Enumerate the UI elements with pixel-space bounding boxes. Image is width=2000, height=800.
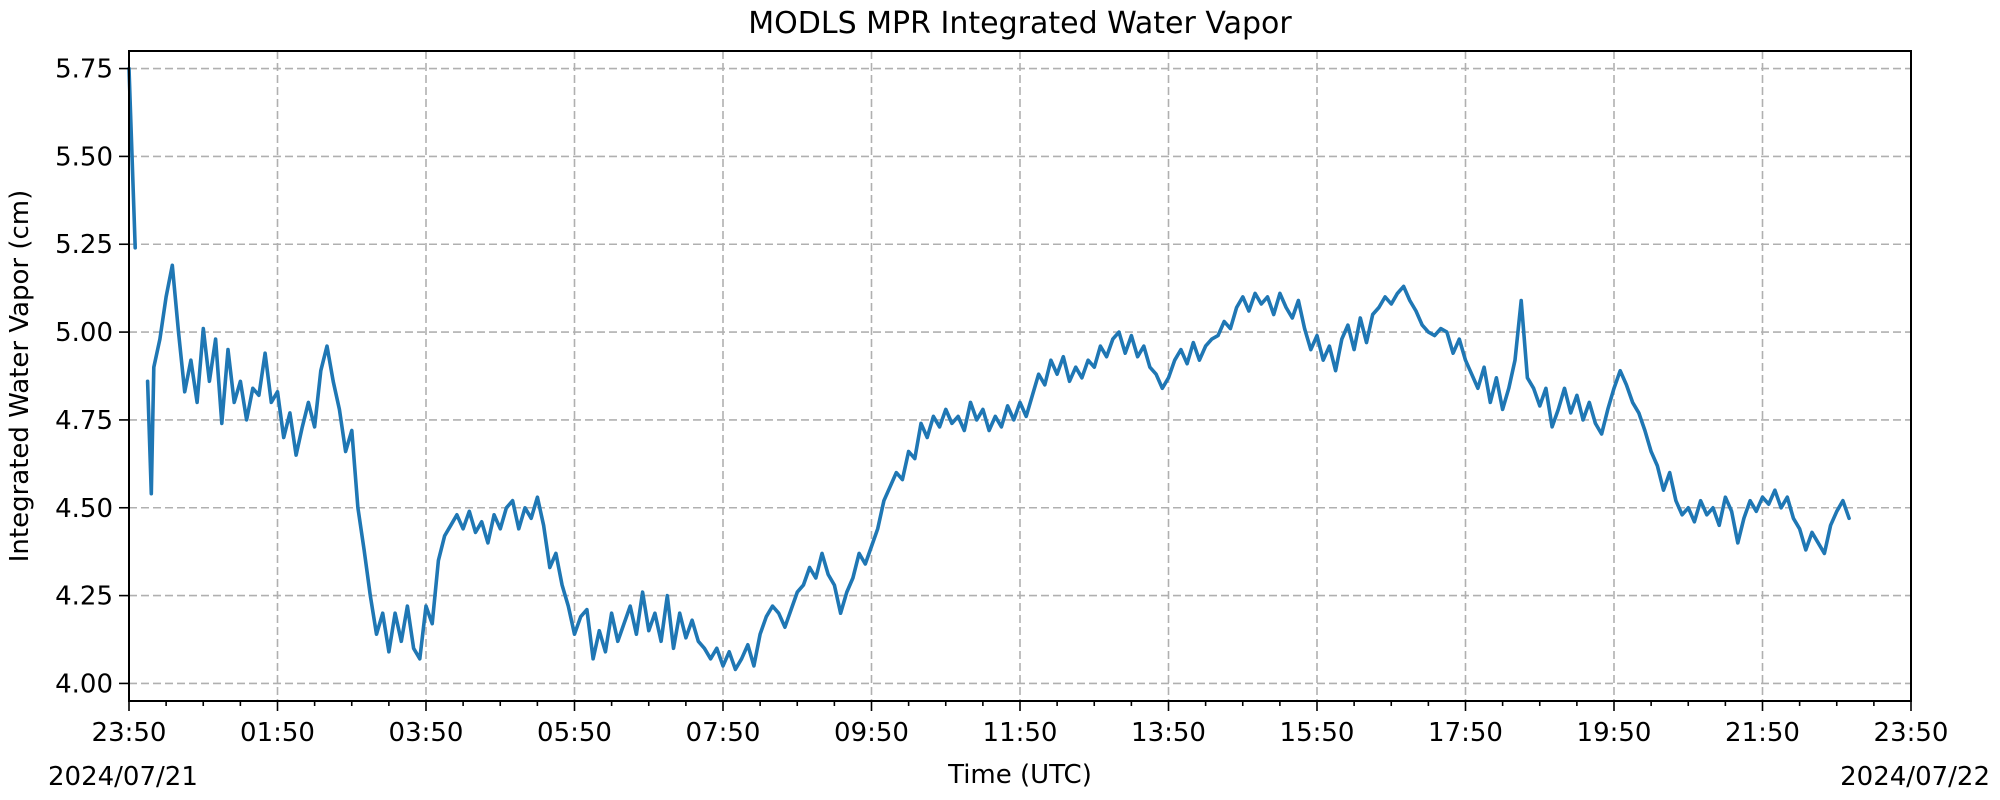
x-tick-label: 19:50 [1577, 718, 1652, 748]
x-tick-label: 21:50 [1725, 718, 1800, 748]
y-axis: 4.00 4.25 4.50 4.75 5.00 5.25 5.50 5.75 [55, 55, 129, 699]
y-tick-label: 5.50 [55, 142, 113, 172]
y-tick-label: 4.50 [55, 494, 113, 524]
y-tick-label: 4.00 [55, 669, 113, 699]
x-tick-label: 03:50 [389, 718, 464, 748]
series-layer [127, 66, 1851, 672]
x-axis: 23:50 01:50 03:50 05:50 07:50 09:50 11:50 13:50… [92, 701, 1949, 748]
x-tick-label: 17:50 [1428, 718, 1503, 748]
x-tick-label: 11:50 [983, 718, 1058, 748]
x-axis-label: Time (UTC) [947, 760, 1092, 790]
x-tick-label: 01:50 [240, 718, 315, 748]
y-tick-label: 5.75 [55, 55, 113, 85]
series-line [127, 66, 137, 250]
series-line [145, 263, 1851, 672]
y-axis-label: Integrated Water Vapor (cm) [5, 190, 35, 563]
x-tick-label: 23:50 [1874, 718, 1949, 748]
x-tick-label: 13:50 [1131, 718, 1206, 748]
x-end-date-label: 2024/07/22 [1840, 762, 1990, 792]
y-tick-label: 4.75 [55, 406, 113, 436]
x-start-date-label: 2024/07/21 [48, 762, 198, 792]
x-tick-label: 15:50 [1280, 718, 1355, 748]
x-tick-label: 07:50 [686, 718, 761, 748]
x-tick-label: 05:50 [537, 718, 612, 748]
x-tick-label: 09:50 [834, 718, 909, 748]
y-tick-label: 4.25 [55, 582, 113, 612]
y-tick-label: 5.25 [55, 230, 113, 260]
chart-title: MODLS MPR Integrated Water Vapor [748, 6, 1292, 41]
x-tick-label: 23:50 [92, 718, 167, 748]
y-tick-label: 5.00 [55, 318, 113, 348]
